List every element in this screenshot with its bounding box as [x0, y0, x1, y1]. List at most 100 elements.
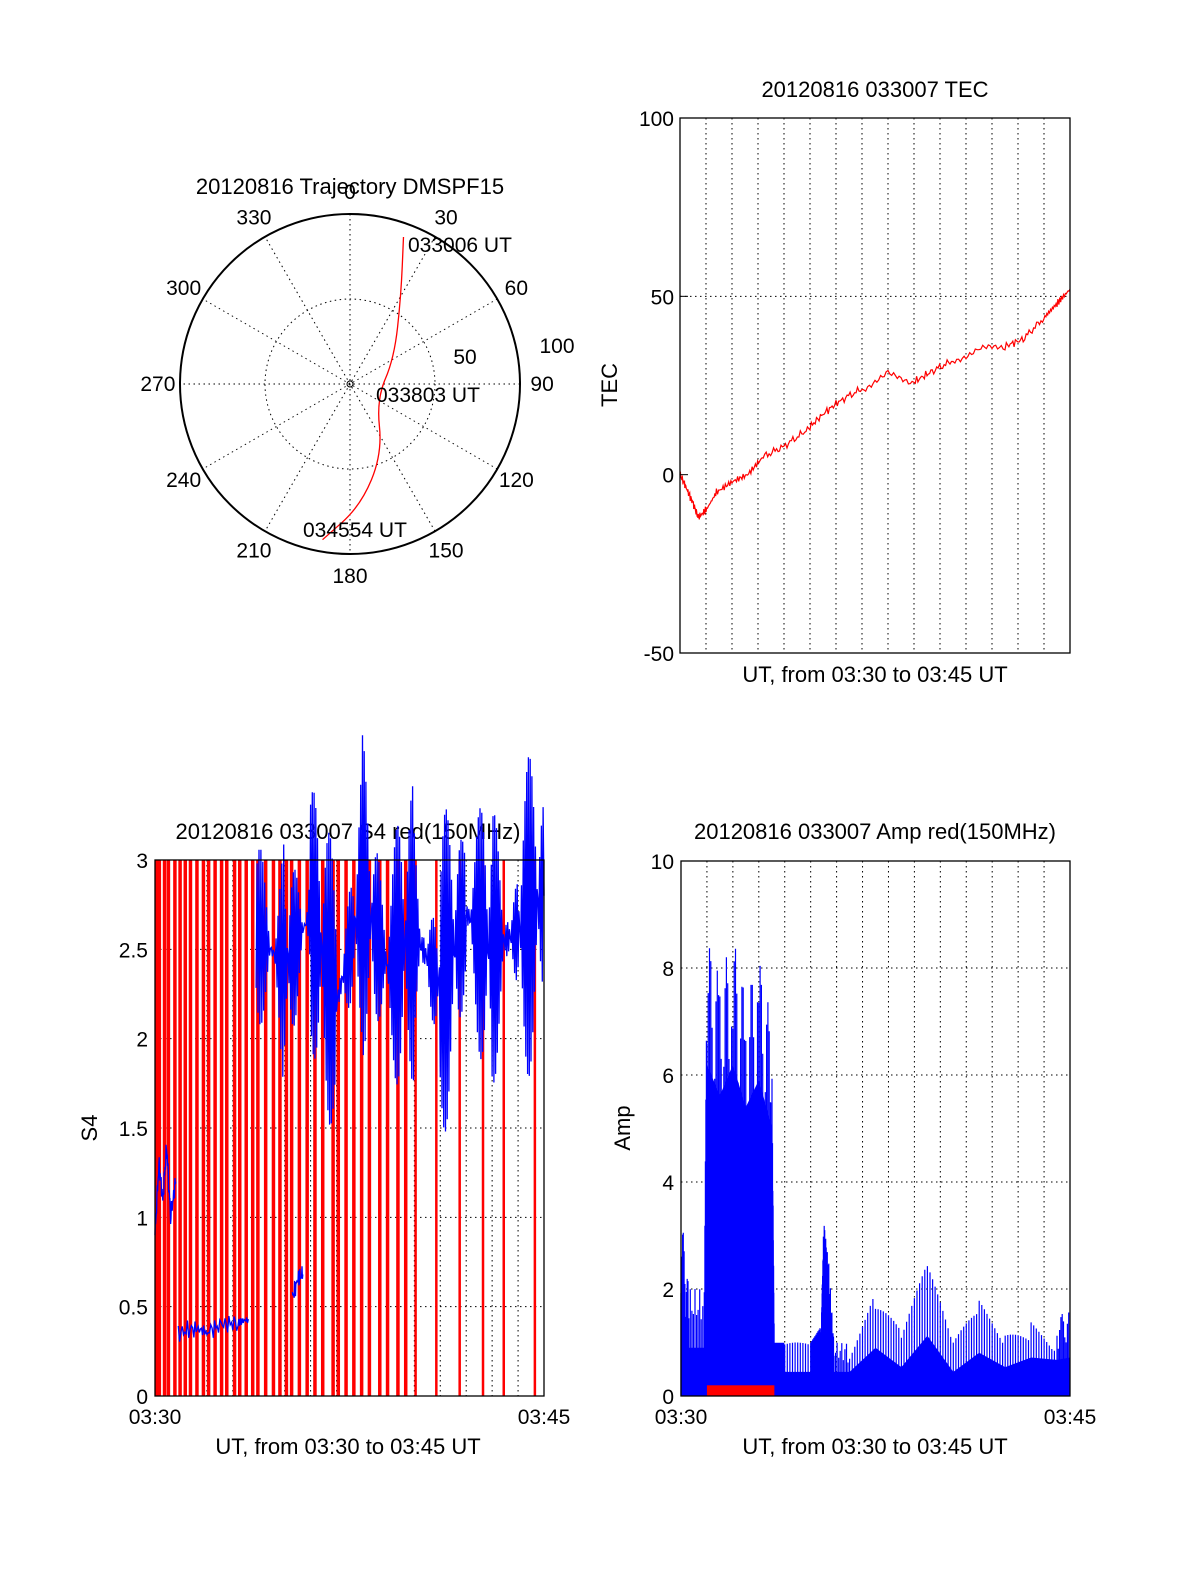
s4-red-spike-19: [263, 860, 268, 1396]
polar-spoke-150: [264, 236, 436, 532]
amp-red-line: [706, 1385, 775, 1396]
s4-red-spike-17: [250, 860, 255, 1396]
amp-blue-fill: [681, 1064, 1070, 1396]
tick-amp-y-10: 10: [651, 851, 674, 874]
polar-angle-label-90: 90: [530, 373, 553, 396]
tick-s4-y-0.5: 0.5: [119, 1297, 148, 1320]
s4-x-tick-start: 03:30: [129, 1406, 182, 1429]
tec-grid: [680, 118, 1070, 653]
tec-y-tick--50: -50: [644, 643, 674, 666]
s4-blue-segment-3: [255, 735, 545, 1132]
tick-s4-y-0: 0: [136, 1386, 148, 1409]
tec-y-tick-0: 0: [662, 465, 674, 488]
tick-s4-y-2: 2: [136, 1029, 148, 1052]
s4-red-spike-35: [385, 860, 390, 1396]
s4-red-spike-22: [284, 860, 289, 1396]
trajectory-polar-chart: 20120816 Trajectory DMSPF15 0 30 60 90 120 15…: [140, 174, 574, 588]
polar-title: 20120816 Trajectory DMSPF15: [196, 174, 504, 199]
s4-red-spike-21: [278, 860, 282, 1396]
s4-chart: 20120816 033007 S4 red(150MHz) 0 0.5 1 1.5 2…: [77, 735, 570, 1459]
s4-red-spike-14: [232, 860, 237, 1396]
tec-y-ticks: -50 0 50 100: [639, 108, 688, 666]
s4-red-spike-10: [206, 860, 211, 1396]
s4-red-spike-42: [502, 860, 506, 1396]
s4-red-spike-8: [195, 860, 199, 1396]
trajectory-end-label: 034554 UT: [303, 519, 407, 542]
s4-red-spike-37: [403, 860, 408, 1396]
polar-outer-ring: [179, 213, 521, 555]
s4-red-spike-32: [359, 860, 364, 1396]
polar-angle-label-180: 180: [332, 565, 367, 588]
trajectory-mid-label: 033803 UT: [376, 384, 480, 407]
trajectory-start-label: 033006 UT: [408, 234, 512, 257]
s4-red-spike-43: [533, 860, 537, 1396]
s4-red-spike-12: [219, 860, 224, 1396]
s4-red-spike-16: [244, 860, 248, 1396]
polar-angle-label-330: 330: [236, 207, 271, 230]
s4-red-spike-23: [289, 860, 294, 1396]
s4-red-spike-39: [435, 860, 438, 1396]
tick-s4-y-3: 3: [136, 850, 148, 873]
amp-x-axis-label: UT, from 03:30 to 03:45 UT: [742, 1434, 1007, 1459]
s4-red-spike-27: [320, 860, 325, 1396]
polar-radial-label-100: 100: [539, 335, 574, 358]
s4-y-axis-label: S4: [77, 1115, 102, 1142]
amp-series: [680, 948, 1070, 1396]
s4-red-spike-33: [367, 860, 372, 1396]
tec-x-axis-label: UT, from 03:30 to 03:45 UT: [742, 662, 1007, 687]
tick-s4-y-1.5: 1.5: [119, 1118, 148, 1141]
polar-angle-label-240: 240: [166, 469, 201, 492]
s4-red-spike-29: [336, 860, 341, 1396]
s4-red-spike-1: [157, 860, 162, 1396]
s4-x-axis-label: UT, from 03:30 to 03:45 UT: [215, 1434, 480, 1459]
s4-red-spike-9: [201, 860, 206, 1396]
s4-red-spike-28: [331, 860, 335, 1396]
s4-red-spike-24: [297, 860, 302, 1396]
s4-red-spike-20: [271, 860, 276, 1396]
s4-red-spike-18: [256, 860, 260, 1396]
s4-blue-segment-1: [177, 1316, 250, 1342]
amp-title: 20120816 033007 Amp red(150MHz): [694, 819, 1056, 844]
polar-angle-label-30: 30: [434, 207, 457, 230]
amp-chart: 20120816 033007 Amp red(150MHz) 0246810 …: [610, 819, 1096, 1459]
tec-y-tick-100: 100: [639, 108, 674, 131]
s4-red-spike-38: [414, 860, 417, 1396]
polar-angle-label-270: 270: [140, 373, 175, 396]
s4-red-spike-41: [481, 860, 485, 1396]
tec-series: [679, 288, 1071, 520]
tick-s4-y-2.5: 2.5: [119, 939, 148, 962]
amp-y-axis-label: Amp: [610, 1105, 635, 1150]
amp-x-tick-end: 03:45: [1044, 1406, 1097, 1429]
polar-angle-label-210: 210: [236, 539, 271, 562]
polar-angle-label-120: 120: [499, 469, 534, 492]
s4-red-spike-13: [225, 860, 229, 1396]
s4-red-spike-7: [188, 860, 193, 1396]
s4-blue-segment-2: [291, 1266, 304, 1298]
polar-grid: [180, 214, 520, 554]
s4-red-spike-34: [378, 860, 382, 1396]
tick-amp-y-2: 2: [662, 1279, 674, 1302]
polar-angle-ticks: 0 30 60 90 120 150 180 210 240 270 300 330: [140, 181, 553, 588]
amp-x-tick-start: 03:30: [655, 1406, 708, 1429]
s4-red-spike-31: [352, 860, 356, 1396]
s4-red-spike-2: [162, 860, 167, 1396]
polar-angle-label-300: 300: [166, 277, 201, 300]
tec-plot-frame: [679, 117, 1071, 654]
s4-red-spike-0: [155, 860, 159, 1396]
amp-y-ticks: 0 2 4 6 8 10: [651, 851, 675, 1409]
trajectory-track: [322, 237, 405, 541]
tick-s4-y-1: 1: [136, 1207, 148, 1230]
polar-angle-label-150: 150: [429, 539, 464, 562]
polar-angle-label-0: 0: [344, 181, 356, 204]
tick-amp-y-0: 0: [662, 1386, 674, 1409]
tick-amp-y-4: 4: [662, 1172, 674, 1195]
s4-y-ticks: 0 0.5 1 1.5 2 2.5 3: [119, 850, 148, 1409]
tec-y-tick-50: 50: [651, 286, 674, 309]
s4-red-series: [155, 860, 537, 1396]
tec-chart: 20120816 033007 TEC -50 0 50 100 UT, from 0…: [597, 77, 1071, 687]
tec-line: [679, 288, 1071, 520]
s4-red-spike-26: [313, 860, 317, 1396]
s4-plot-frame: [154, 859, 545, 1397]
polar-radial-label-50: 50: [453, 346, 476, 369]
